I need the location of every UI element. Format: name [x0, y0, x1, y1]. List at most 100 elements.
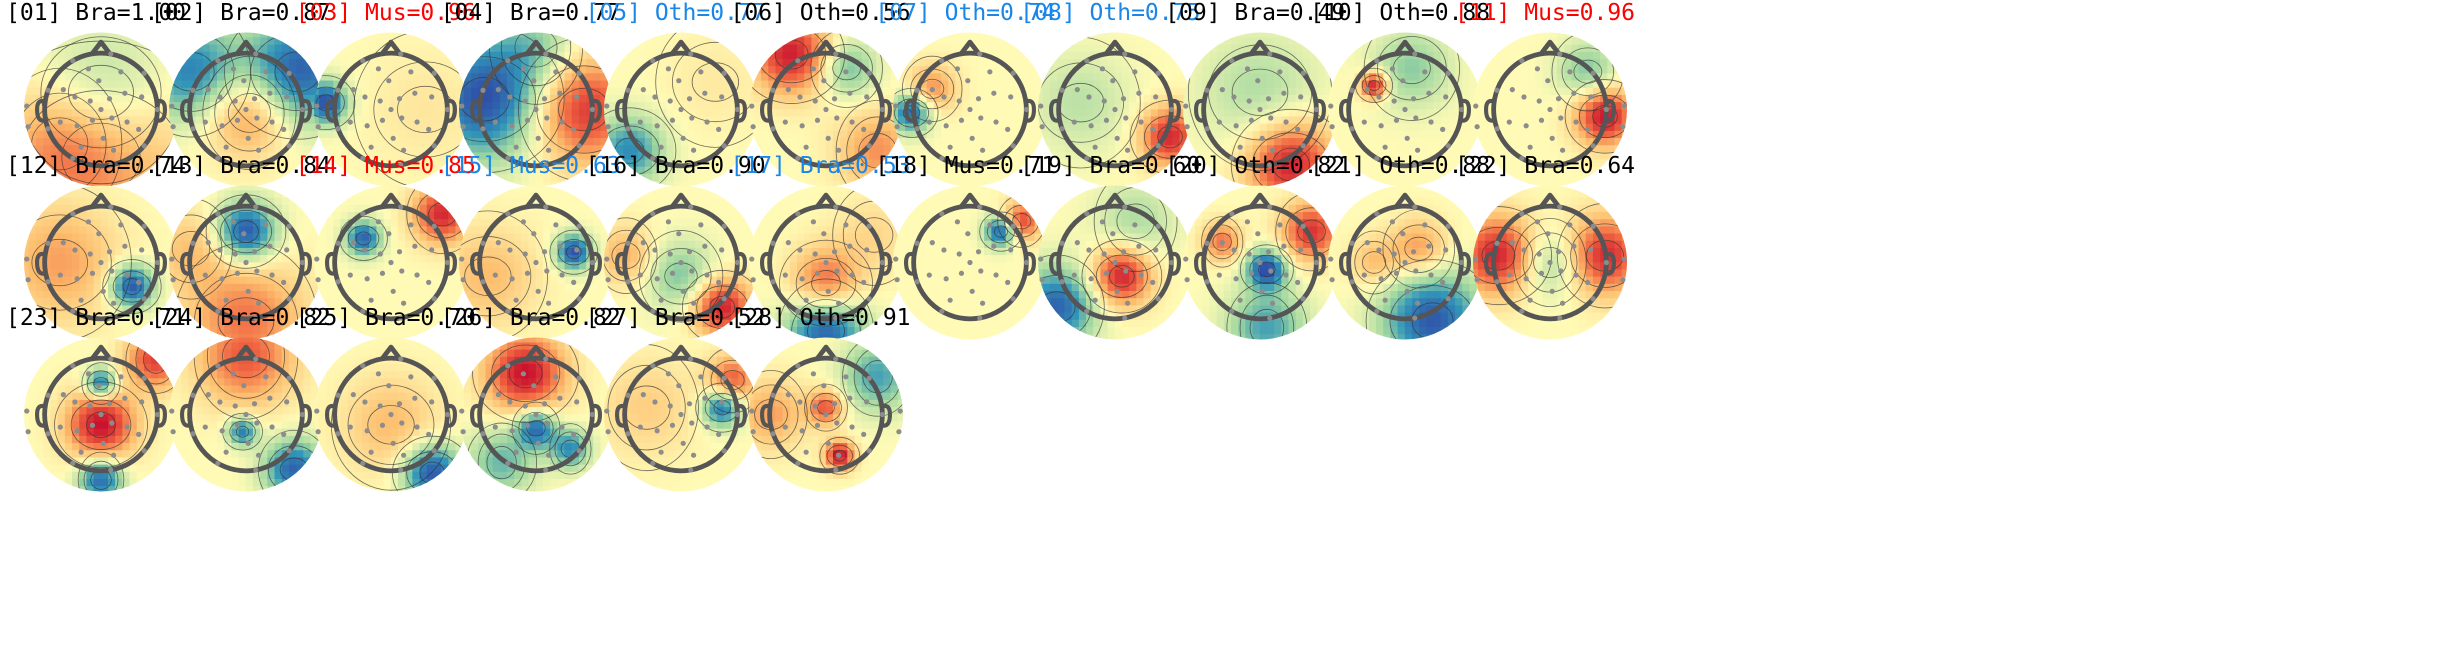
- electrode-dot: [552, 374, 559, 380]
- left-ear-icon: [324, 403, 335, 428]
- electrode-dot: [480, 126, 486, 132]
- electrode-dot: [1534, 218, 1541, 224]
- electrode-dot: [1559, 300, 1566, 306]
- electrode-dot: [1086, 246, 1092, 253]
- electrode-dot: [605, 276, 611, 282]
- electrode-dot: [1092, 144, 1099, 150]
- electrode-dot: [205, 392, 211, 398]
- nose-icon: [379, 192, 402, 208]
- electrode-dot: [914, 87, 920, 93]
- electrode-dot: [1361, 119, 1368, 125]
- electrode-dot: [820, 230, 826, 236]
- electrode-dot: [545, 147, 551, 153]
- electrode-dot: [524, 422, 530, 428]
- electrode-dot: [520, 66, 526, 72]
- electrode-dot: [686, 96, 692, 102]
- contour-line: [223, 32, 323, 140]
- electrode-dot: [680, 288, 686, 294]
- contour-line: [486, 446, 517, 480]
- component-label: [08] Oth=0.75: [1020, 0, 1201, 26]
- electrode-dot: [1538, 270, 1545, 276]
- electrode-dot: [45, 240, 51, 246]
- electrode-dot: [1547, 106, 1553, 113]
- electrode-dot: [315, 276, 321, 282]
- electrode-dot: [243, 106, 249, 113]
- electrode-dot: [530, 230, 537, 236]
- electrode-dot: [893, 255, 899, 262]
- component-label: [22] Bra=0.64: [1455, 152, 1636, 179]
- electrode-dot: [1237, 297, 1243, 303]
- electrode-dot: [576, 448, 582, 454]
- electrode-dot: [842, 221, 848, 227]
- electrode-dot: [286, 295, 292, 301]
- electrode-dot: [219, 275, 225, 281]
- electrode-dot: [96, 230, 102, 236]
- electrode-dot: [1545, 230, 1551, 236]
- electrode-dot: [1382, 297, 1388, 303]
- electrode-dot: [1229, 58, 1235, 64]
- electrode-dot: [335, 87, 341, 93]
- electrode-dot: [1519, 155, 1525, 161]
- component-cell: [11] Mus=0.96: [1455, 0, 1675, 215]
- electrode-dot: [254, 420, 260, 426]
- nose-icon: [379, 344, 402, 361]
- electrode-dot: [677, 259, 684, 265]
- electrode-dot: [1391, 250, 1397, 257]
- electrode-dot: [687, 467, 693, 473]
- electrode-dot: [385, 230, 392, 236]
- electrode-dot: [1101, 250, 1108, 257]
- electrode-dot: [70, 460, 76, 466]
- electrode-dot: [690, 147, 696, 153]
- electrode-dot: [368, 449, 374, 455]
- electrode-dot: [967, 259, 974, 265]
- contour-line: [809, 32, 883, 108]
- electrode-dot: [842, 374, 848, 380]
- electrode-dot: [658, 449, 664, 455]
- electrode-dot: [1445, 143, 1451, 149]
- electrode-dot: [833, 267, 839, 274]
- electrode-dot: [190, 278, 196, 284]
- electrode-dot: [1155, 70, 1162, 76]
- electrode-dot: [1391, 98, 1397, 104]
- electrode-dot: [425, 126, 432, 132]
- electrode-dot: [1473, 103, 1479, 109]
- electrode-dot: [1059, 240, 1065, 246]
- contour-line: [219, 209, 272, 253]
- electrode-dot: [1138, 271, 1144, 278]
- electrode-dot: [1255, 78, 1261, 84]
- electrode-dot: [480, 240, 486, 246]
- electrode-dot: [118, 221, 124, 227]
- electrode-dot: [530, 78, 537, 84]
- electrode-dot: [530, 383, 537, 389]
- electrode-dot: [1088, 123, 1095, 129]
- electrode-dot: [72, 246, 78, 253]
- electrode-dot: [1088, 275, 1095, 281]
- electrode-dot: [124, 271, 130, 278]
- contour-line: [125, 337, 178, 394]
- electrode-dot: [45, 431, 51, 437]
- electrode-dot: [522, 98, 528, 104]
- contour-line: [709, 295, 735, 318]
- right-ear-icon: [1026, 251, 1037, 276]
- electrode-dot: [637, 271, 643, 278]
- left-ear-icon: [614, 403, 625, 428]
- electrode-dot: [315, 124, 321, 130]
- electrode-dot: [85, 371, 92, 377]
- component-cell: [03] Mus=0.96: [296, 0, 516, 215]
- electrode-dot: [810, 66, 816, 72]
- electrode-dot: [136, 126, 142, 132]
- electrode-dot: [504, 363, 511, 369]
- electrode-dot: [1244, 66, 1251, 72]
- electrode-dot: [1415, 147, 1421, 153]
- electrode-dot: [1204, 240, 1210, 246]
- electrode-dot: [286, 70, 292, 76]
- contour-line: [819, 44, 873, 93]
- electrode-dot: [895, 429, 901, 435]
- electrode-dot: [1426, 90, 1432, 96]
- electrode-dot: [1519, 210, 1525, 216]
- electrode-dot: [914, 278, 920, 284]
- electrode-dot: [100, 135, 106, 141]
- electrode-dot: [651, 399, 658, 405]
- electrode-dot: [480, 278, 486, 284]
- electrode-dot: [513, 449, 519, 455]
